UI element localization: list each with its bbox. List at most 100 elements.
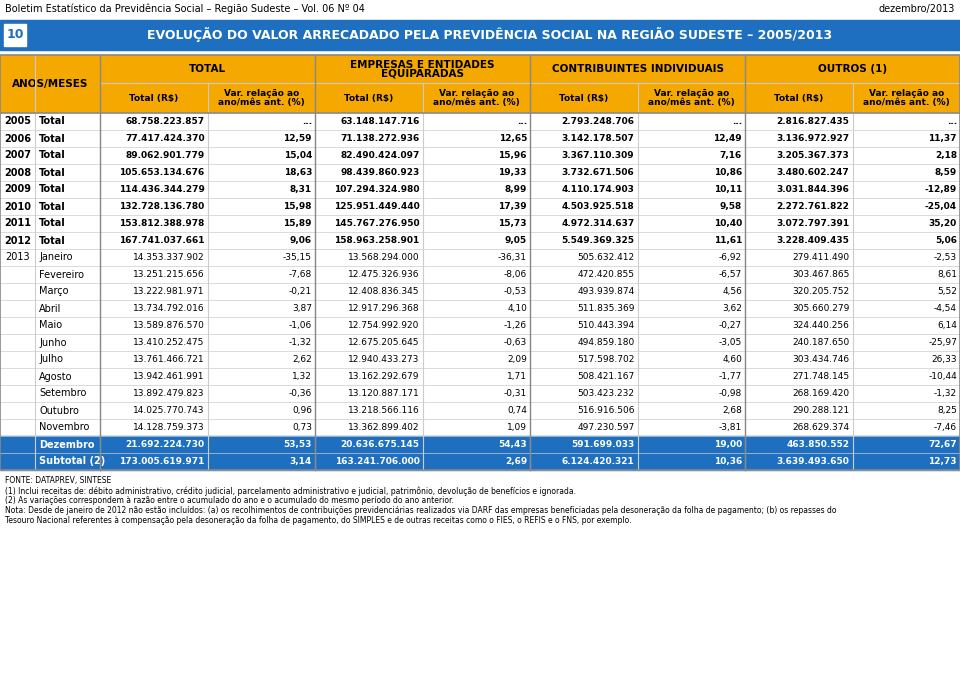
Text: 13.162.292.679: 13.162.292.679 [348,372,420,381]
Text: -3,81: -3,81 [719,423,742,432]
Text: 105.653.134.676: 105.653.134.676 [119,168,204,177]
Text: ANOS/MESES: ANOS/MESES [12,79,88,89]
Text: 3.367.110.309: 3.367.110.309 [562,151,635,160]
Text: Total: Total [39,133,65,143]
Text: ano/mês ant. (%): ano/mês ant. (%) [863,98,949,106]
Text: 63.148.147.716: 63.148.147.716 [340,117,420,126]
Text: 3.072.797.391: 3.072.797.391 [777,219,850,228]
Text: 12.754.992.920: 12.754.992.920 [348,321,420,330]
Text: 6,14: 6,14 [937,321,957,330]
Bar [0,283,960,300]
Text: Março: Março [39,287,68,297]
Text: 163.241.706.000: 163.241.706.000 [335,457,420,466]
Text: 1,09: 1,09 [507,423,527,432]
Text: EQUIPARADAS: EQUIPARADAS [381,69,464,79]
Text: 0,96: 0,96 [292,406,312,415]
Text: 9,58: 9,58 [720,202,742,211]
Text: 508.421.167: 508.421.167 [577,372,635,381]
Text: 12,65: 12,65 [498,134,527,143]
Text: 240.187.650: 240.187.650 [792,338,850,347]
Text: (2) As variações correspondem à razão entre o acumulado do ano e o acumulado do : (2) As variações correspondem à razão en… [5,496,454,505]
Text: 10,86: 10,86 [713,168,742,177]
Bar [0,198,960,215]
Text: 68.758.223.857: 68.758.223.857 [126,117,204,126]
Text: -25,97: -25,97 [928,338,957,347]
Text: ano/mês ant. (%): ano/mês ant. (%) [433,98,519,106]
Text: -0,27: -0,27 [719,321,742,330]
Text: Julho: Julho [39,355,63,365]
Text: 271.748.145: 271.748.145 [792,372,850,381]
Text: 5,52: 5,52 [937,287,957,296]
Text: 15,89: 15,89 [283,219,312,228]
Text: 463.850.552: 463.850.552 [786,440,850,449]
Bar [0,0,960,18]
Text: 71.138.272.936: 71.138.272.936 [340,134,420,143]
Text: Total (R$): Total (R$) [344,94,394,102]
Text: 0,74: 0,74 [507,406,527,415]
Bar [0,249,960,266]
Bar [0,215,960,232]
Text: 125.951.449.440: 125.951.449.440 [334,202,420,211]
Text: -8,06: -8,06 [504,270,527,279]
Text: Var. relação ao: Var. relação ao [439,90,514,98]
Text: Var. relação ao: Var. relação ao [869,90,944,98]
Text: 268.169.420: 268.169.420 [792,389,850,398]
Text: 6.124.420.321: 6.124.420.321 [562,457,635,466]
Text: 2010: 2010 [4,201,31,211]
Text: ...: ... [732,117,742,126]
Text: -35,15: -35,15 [283,253,312,262]
Text: 3.142.178.507: 3.142.178.507 [562,134,635,143]
Text: Boletim Estatístico da Previdência Social – Região Sudeste – Vol. 06 Nº 04: Boletim Estatístico da Previdência Socia… [5,4,365,14]
Text: 2,69: 2,69 [505,457,527,466]
Text: -4,54: -4,54 [934,304,957,313]
Text: 173.005.619.971: 173.005.619.971 [119,457,204,466]
Text: Total (R$): Total (R$) [559,94,609,102]
Text: 2,68: 2,68 [722,406,742,415]
Text: 13.568.294.000: 13.568.294.000 [348,253,420,262]
Text: 8,31: 8,31 [290,185,312,194]
Text: 2006: 2006 [4,133,31,143]
Bar [0,164,960,181]
Text: 15,73: 15,73 [498,219,527,228]
Bar [0,351,960,368]
Text: 268.629.374: 268.629.374 [792,423,850,432]
Text: EVOLUÇÃO DO VALOR ARRECADADO PELA PREVIDÊNCIA SOCIAL NA REGIÃO SUDESTE – 2005/20: EVOLUÇÃO DO VALOR ARRECADADO PELA PREVID… [148,28,832,42]
Text: 2011: 2011 [4,219,31,229]
Text: 2009: 2009 [4,184,31,194]
Text: 510.443.394: 510.443.394 [577,321,635,330]
Text: 26,33: 26,33 [931,355,957,364]
Text: 503.423.232: 503.423.232 [578,389,635,398]
Text: Total (R$): Total (R$) [130,94,179,102]
Text: Setembro: Setembro [39,388,86,398]
Text: 35,20: 35,20 [928,219,957,228]
Text: 12.940.433.273: 12.940.433.273 [348,355,420,364]
Text: Janeiro: Janeiro [39,252,73,262]
Text: 12.917.296.368: 12.917.296.368 [348,304,420,313]
Bar [0,385,960,402]
Text: 107.294.324.980: 107.294.324.980 [334,185,420,194]
Text: 13.362.899.402: 13.362.899.402 [348,423,420,432]
Text: Abril: Abril [39,304,61,314]
Text: -0,31: -0,31 [504,389,527,398]
Text: 2.272.761.822: 2.272.761.822 [777,202,850,211]
Text: 493.939.874: 493.939.874 [577,287,635,296]
Text: -1,26: -1,26 [504,321,527,330]
Text: 89.062.901.779: 89.062.901.779 [125,151,204,160]
Text: 2,09: 2,09 [507,355,527,364]
Text: Total: Total [39,201,65,211]
Bar [0,266,960,283]
Text: 3.031.844.396: 3.031.844.396 [777,185,850,194]
Text: 3.136.972.927: 3.136.972.927 [777,134,850,143]
Text: -2,53: -2,53 [934,253,957,262]
Text: -1,77: -1,77 [719,372,742,381]
Text: 516.916.506: 516.916.506 [577,406,635,415]
Text: -25,04: -25,04 [924,202,957,211]
Text: 305.660.279: 305.660.279 [792,304,850,313]
Bar [0,300,960,317]
Text: -0,98: -0,98 [719,389,742,398]
Text: 4.503.925.518: 4.503.925.518 [562,202,635,211]
Text: 13.734.792.016: 13.734.792.016 [132,304,204,313]
Text: ano/mês ant. (%): ano/mês ant. (%) [218,98,304,106]
Text: -1,32: -1,32 [289,338,312,347]
Text: 4.110.174.903: 4.110.174.903 [562,185,635,194]
